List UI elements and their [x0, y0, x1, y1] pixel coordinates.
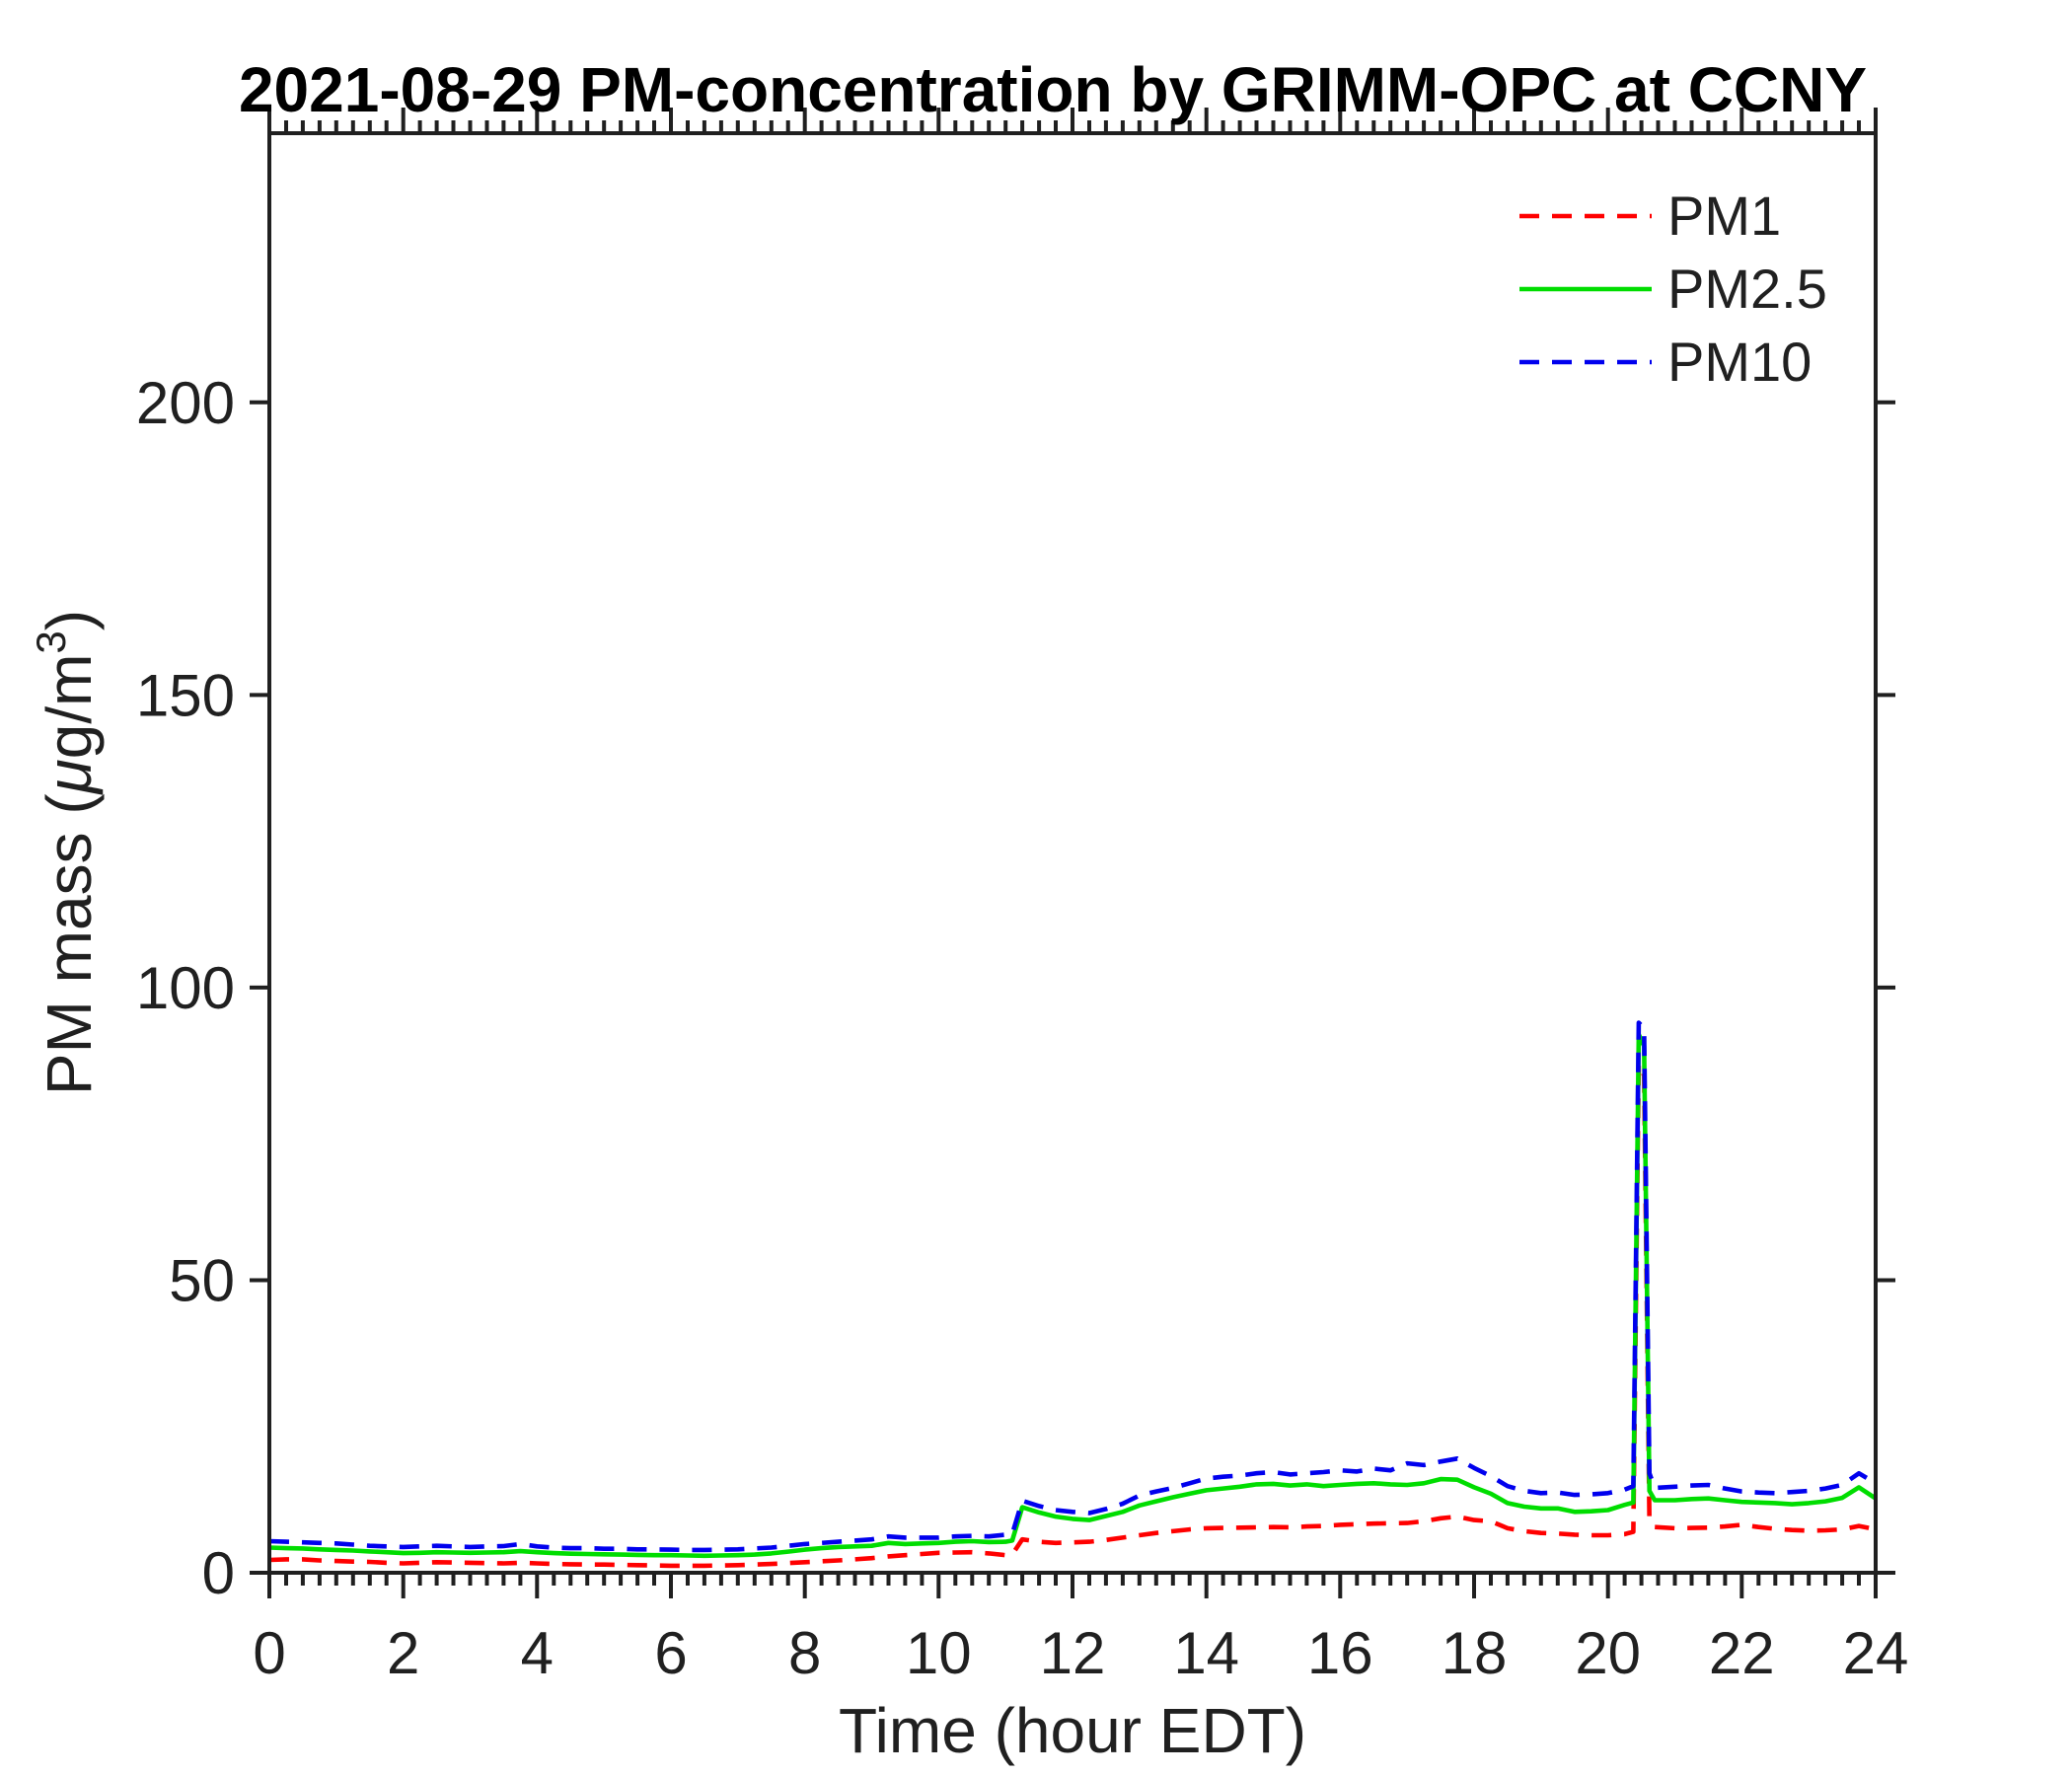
- x-tick-label: 24: [1843, 1620, 1909, 1686]
- legend-label-pm1: PM1: [1667, 185, 1781, 247]
- x-tick-label: 2: [387, 1620, 419, 1686]
- y-axis-label-mu: μ: [34, 759, 105, 795]
- y-axis-label-suffix: ): [34, 610, 105, 630]
- y-tick-label: 100: [136, 955, 235, 1021]
- axes-box: [267, 131, 1878, 1575]
- legend-item-pm10: PM10: [1519, 331, 1812, 393]
- legend-item-pm1: PM1: [1519, 185, 1781, 247]
- y-tick-label: 150: [136, 662, 235, 728]
- y-axis-label: PM mass (μg/m3): [28, 610, 105, 1095]
- series-pm10-line: [268, 1020, 1878, 1553]
- x-tick-label: 0: [253, 1620, 285, 1686]
- x-tick-label: 8: [788, 1620, 821, 1686]
- y-axis-label-prefix: PM mass (: [34, 793, 105, 1095]
- plot-area: [269, 133, 1876, 1573]
- x-tick-label: 14: [1173, 1620, 1239, 1686]
- x-tick-label: 6: [654, 1620, 687, 1686]
- x-axis-label: Time (hour EDT): [839, 1695, 1306, 1766]
- x-tick-label: 18: [1442, 1620, 1508, 1686]
- axis-ticks: [250, 108, 1895, 1598]
- y-tick-label: 0: [202, 1540, 235, 1606]
- series-lines: [268, 1020, 1878, 1569]
- x-tick-label: 12: [1040, 1620, 1106, 1686]
- legend-label-pm10: PM10: [1667, 331, 1812, 393]
- y-tick-label: 200: [136, 370, 235, 436]
- y-axis-label-mid: g/m: [34, 654, 105, 760]
- y-axis-label-superscript: 3: [28, 630, 74, 653]
- x-tick-label: 10: [906, 1620, 972, 1686]
- legend-label-pm25: PM2.5: [1667, 258, 1827, 320]
- legend-item-pm25: PM2.5: [1519, 258, 1827, 320]
- y-tick-label: 50: [169, 1248, 235, 1314]
- x-tick-label: 16: [1307, 1620, 1373, 1686]
- x-tick-label: 4: [521, 1620, 554, 1686]
- legend: PM1 PM2.5 PM10: [1519, 185, 1827, 393]
- x-tick-label: 20: [1575, 1620, 1641, 1686]
- chart-title: 2021-08-29 PM-concentration by GRIMM-OPC…: [239, 54, 1867, 125]
- x-tick-label: 22: [1709, 1620, 1775, 1686]
